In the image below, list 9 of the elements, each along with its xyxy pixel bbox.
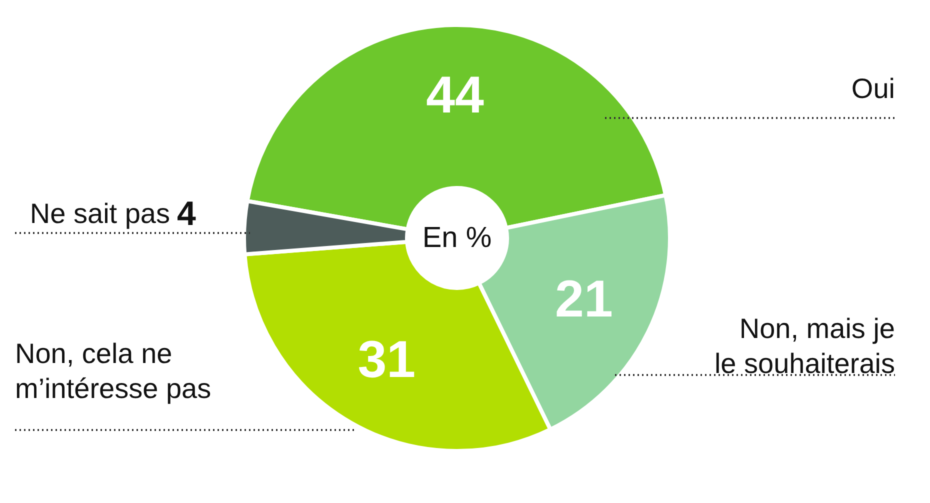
data-label: 4 (177, 195, 196, 233)
slice-label: Oui (851, 73, 895, 104)
slice-label: Non, mais je le souhaiterais (714, 313, 895, 379)
data-label: 21 (555, 270, 613, 328)
text: En % (422, 222, 492, 254)
slice-label: Ne sait pas (30, 198, 170, 229)
data-label: 31 (358, 330, 416, 389)
slice-label: Non, cela ne m’intéresse pas (15, 338, 212, 404)
data-label: 44 (426, 66, 484, 125)
